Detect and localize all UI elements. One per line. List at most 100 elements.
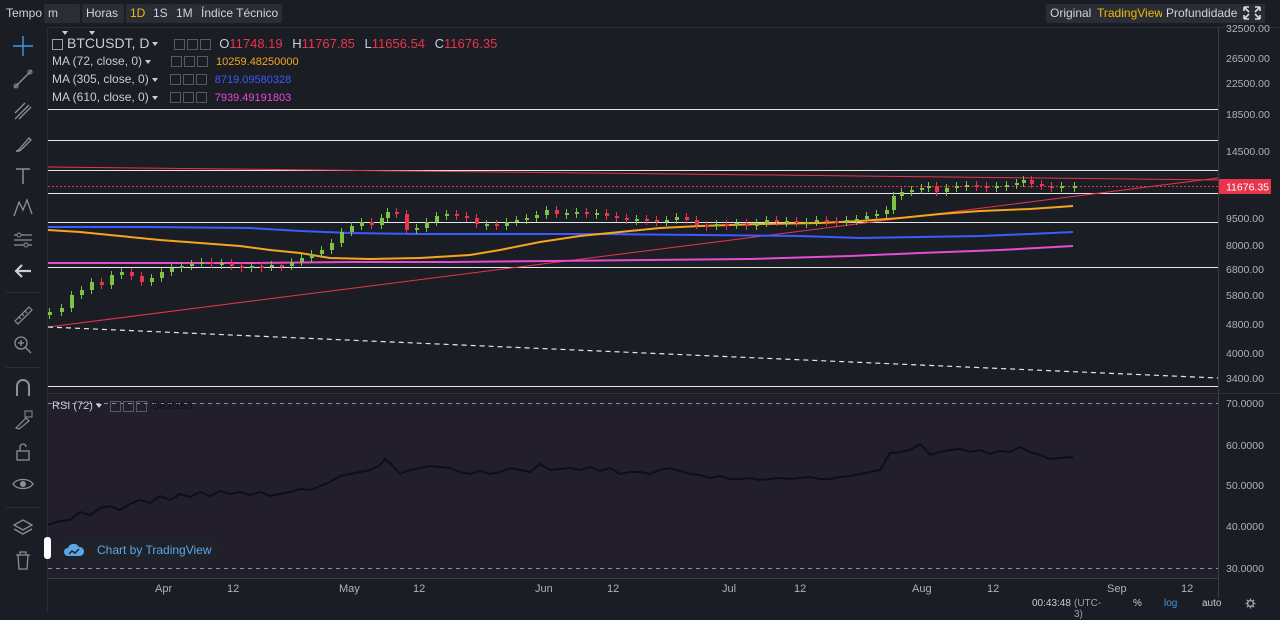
close-icon[interactable] [197,56,209,68]
price-tick-label: 6800.00 [1226,264,1264,276]
cloud-icon [64,543,85,556]
tradingview-watermark[interactable]: Chart by TradingView [57,537,220,563]
view-depth[interactable]: Profundidade [1162,4,1242,23]
eye-toggle-icon[interactable] [174,38,186,50]
top-toolbar: Tempo m Horas 1D 1S 1M Índice Técnico Or… [0,0,1280,35]
close-icon[interactable] [195,74,207,86]
rsi-pane [48,395,1218,578]
hours-select[interactable]: Horas [82,4,124,35]
symbol-icon [52,38,63,50]
chevron-down-icon[interactable] [151,95,158,100]
chevron-down-icon[interactable] [151,77,158,82]
chevron-down-icon[interactable] [145,59,152,64]
pitchfork-icon[interactable] [11,99,35,123]
magnet-icon[interactable] [11,376,35,400]
time-axis[interactable]: Apr 12 May 12 Jun 12 Jul 12 Aug 12 Sep 12 [155,583,1193,595]
timeframe-1d[interactable]: 1D [126,4,150,23]
ma72-line [47,205,1074,261]
settings-icon[interactable] [187,38,199,50]
candle-body [765,220,769,223]
chevron-down-icon [62,30,68,35]
candle-body [110,275,114,285]
time-tick-label: 12 [227,583,239,595]
symbol-legend: BTCUSDT, D O11748.19 H11767.85 L11656.54… [52,35,497,51]
candle-body [735,223,739,225]
price-tick-label: 18500.00 [1226,109,1270,121]
eye-toggle-icon[interactable] [171,56,183,68]
interval-select[interactable]: m [44,4,80,35]
timezone[interactable]: (UTC-3) [1074,598,1102,620]
fullscreen-button[interactable] [1239,4,1265,23]
log-toggle[interactable]: log [1164,598,1178,609]
timeframe-1m[interactable]: 1M [172,4,197,23]
current-price-tag [1219,179,1271,194]
brush-icon[interactable] [11,132,35,156]
candle-body [555,210,559,214]
resistance-trend-line[interactable] [47,166,1219,181]
candle-body [635,219,639,221]
dashed-trend-line[interactable] [47,326,1219,379]
eye-icon[interactable] [11,472,35,496]
crosshair-icon[interactable] [11,34,35,58]
candle-body [260,266,264,268]
candle-body [910,190,914,192]
candle-body [565,213,569,215]
candle-body [1022,180,1026,183]
symbol-name[interactable]: BTCUSDT, D [67,35,150,51]
time-tick-label: Jul [722,583,736,595]
technical-indicators-button[interactable]: Índice Técnico [197,4,283,23]
prediction-icon[interactable] [11,228,35,252]
candle-body [965,185,969,187]
text-icon[interactable] [11,164,35,188]
candle-body [705,225,709,227]
close-icon[interactable] [195,92,207,104]
candle-body [80,290,84,295]
candle-body [435,216,439,222]
close-icon[interactable] [135,400,147,412]
close-icon[interactable] [200,38,212,50]
time-tick-label: May [339,583,360,595]
trend-line-icon[interactable] [11,67,35,91]
settings-icon[interactable] [182,74,194,86]
rsi-axis[interactable]: 70.0000 60.0000 50.0000 40.0000 30.0000 [1226,398,1264,575]
panel-collapse-handle[interactable] [44,537,51,559]
percent-toggle[interactable]: % [1133,598,1142,609]
lock-drawing-icon[interactable] [11,408,35,432]
chevron-down-icon[interactable] [95,404,102,409]
candle-body [545,210,549,215]
ruler-icon[interactable] [11,303,35,327]
layers-icon[interactable] [11,516,35,540]
candle-body [1015,183,1019,185]
support-trend-line[interactable] [47,177,1219,328]
candle-body [585,212,589,214]
legend-controls [172,35,212,51]
settings-icon[interactable] [184,56,196,68]
trash-icon[interactable] [11,548,35,572]
auto-toggle[interactable]: auto [1202,598,1222,609]
candle-body [465,216,469,218]
pattern-icon[interactable] [11,196,35,220]
chevron-down-icon[interactable] [152,42,159,47]
back-arrow-icon[interactable] [11,259,35,283]
candle-body [605,213,609,216]
view-tradingview[interactable]: TradingView [1093,4,1168,23]
gear-icon[interactable] [1245,598,1256,609]
view-original[interactable]: Original [1046,4,1096,23]
eye-toggle-icon[interactable] [169,92,181,104]
eye-toggle-icon[interactable] [109,400,121,412]
candle-body [865,216,869,219]
price-axis[interactable]: 32500.00 26500.00 22500.00 18500.00 14500.00… [1226,23,1270,385]
price-tick-label: 5800.00 [1226,290,1264,302]
zoom-in-icon[interactable] [11,333,35,357]
low-value: 11656.54 [371,36,426,51]
lock-icon[interactable] [11,440,35,464]
eye-toggle-icon[interactable] [169,74,181,86]
rsi-tick-label: 60.0000 [1226,440,1264,452]
settings-icon[interactable] [122,400,134,412]
candle-body [515,220,519,222]
timeframe-1s[interactable]: 1S [149,4,172,23]
price-tick-label: 4000.00 [1226,348,1264,360]
settings-icon[interactable] [182,92,194,104]
price-tick-label: 8000.00 [1226,240,1264,252]
